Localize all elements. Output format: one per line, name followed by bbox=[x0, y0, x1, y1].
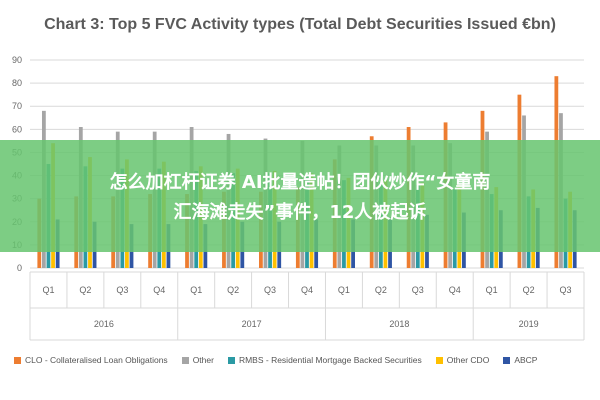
x-tick-label: Q4 bbox=[449, 285, 461, 295]
x-tick-label: Q2 bbox=[523, 285, 535, 295]
legend-item: Other bbox=[181, 355, 214, 365]
year-label: 2019 bbox=[519, 319, 539, 329]
x-tick-label: Q3 bbox=[116, 285, 128, 295]
overlay-banner: 怎么加杠杆证券 AI批量造帖！团伙炒作“女童南 汇海滩走失”事件，12人被起诉 bbox=[0, 140, 600, 252]
legend-swatch bbox=[181, 356, 189, 364]
overlay-text: 怎么加杠杆证券 AI批量造帖！团伙炒作“女童南 汇海滩走失”事件，12人被起诉 bbox=[0, 168, 600, 228]
legend-label: RMBS - Residential Mortgage Backed Secur… bbox=[238, 355, 422, 365]
x-tick-label: Q1 bbox=[42, 285, 54, 295]
legend-item: ABCP bbox=[503, 355, 537, 365]
x-tick-label: Q1 bbox=[338, 285, 350, 295]
overlay-line-2: 汇海滩走失”事件，12人被起诉 bbox=[173, 202, 427, 223]
legend-swatch bbox=[227, 356, 235, 364]
x-tick-label: Q3 bbox=[560, 285, 572, 295]
x-tick-label: Q2 bbox=[79, 285, 91, 295]
legend-label: ABCP bbox=[514, 355, 538, 365]
overlay-line-1: 怎么加杠杆证券 AI批量造帖！团伙炒作“女童南 bbox=[109, 172, 491, 193]
y-tick-label: 80 bbox=[12, 78, 22, 88]
x-tick-label: Q3 bbox=[412, 285, 424, 295]
legend-label: Other CDO bbox=[446, 355, 490, 365]
x-tick-label: Q2 bbox=[375, 285, 387, 295]
x-tick-label: Q1 bbox=[190, 285, 202, 295]
legend-swatch bbox=[503, 356, 511, 364]
y-tick-label: 0 bbox=[17, 263, 22, 273]
legend-swatch bbox=[14, 356, 21, 364]
x-tick-label: Q2 bbox=[227, 285, 239, 295]
year-label: 2017 bbox=[242, 319, 262, 329]
x-tick-label: Q4 bbox=[153, 285, 165, 295]
legend-item: Other CDO bbox=[435, 355, 490, 365]
chart-legend: CLO - Collateralised Loan Obligations Oth… bbox=[14, 352, 594, 368]
y-tick-label: 90 bbox=[12, 55, 22, 65]
x-tick-label: Q4 bbox=[301, 285, 313, 295]
year-label: 2016 bbox=[94, 319, 114, 329]
legend-label: CLO - Collateralised Loan Obligations bbox=[25, 355, 168, 365]
chart-title: Chart 3: Top 5 FVC Activity types (Total… bbox=[44, 16, 556, 33]
x-tick-label: Q3 bbox=[264, 285, 276, 295]
y-tick-label: 70 bbox=[12, 101, 22, 111]
legend-item: RMBS - Residential Mortgage Backed Secur… bbox=[227, 355, 422, 365]
legend-swatch bbox=[435, 356, 443, 364]
year-label: 2018 bbox=[389, 319, 409, 329]
legend-item: CLO - Collateralised Loan Obligations bbox=[14, 355, 168, 365]
legend-label: Other bbox=[192, 355, 214, 365]
y-tick-label: 60 bbox=[12, 124, 22, 134]
x-tick-label: Q1 bbox=[486, 285, 498, 295]
